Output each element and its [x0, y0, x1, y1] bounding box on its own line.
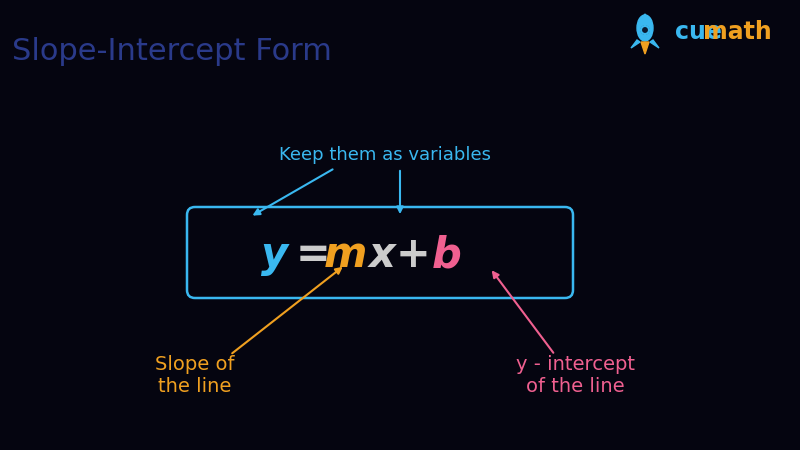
Text: Slope-Intercept Form: Slope-Intercept Form [12, 37, 332, 67]
Text: math: math [703, 20, 772, 44]
Polygon shape [638, 14, 652, 24]
Text: Keep them as variables: Keep them as variables [279, 146, 491, 164]
Text: y - intercept
of the line: y - intercept of the line [515, 355, 634, 396]
Polygon shape [631, 40, 640, 48]
Text: +: + [396, 234, 430, 276]
Text: cue: cue [675, 20, 722, 44]
Text: b: b [432, 234, 462, 276]
Text: x: x [369, 234, 395, 276]
FancyBboxPatch shape [187, 207, 573, 298]
Text: y: y [262, 234, 289, 276]
Polygon shape [641, 42, 649, 54]
Circle shape [641, 26, 649, 34]
Text: =: = [296, 234, 330, 276]
Polygon shape [650, 40, 659, 48]
Ellipse shape [637, 15, 653, 41]
Text: m: m [323, 234, 366, 276]
Text: Slope of
the line: Slope of the line [155, 355, 234, 396]
